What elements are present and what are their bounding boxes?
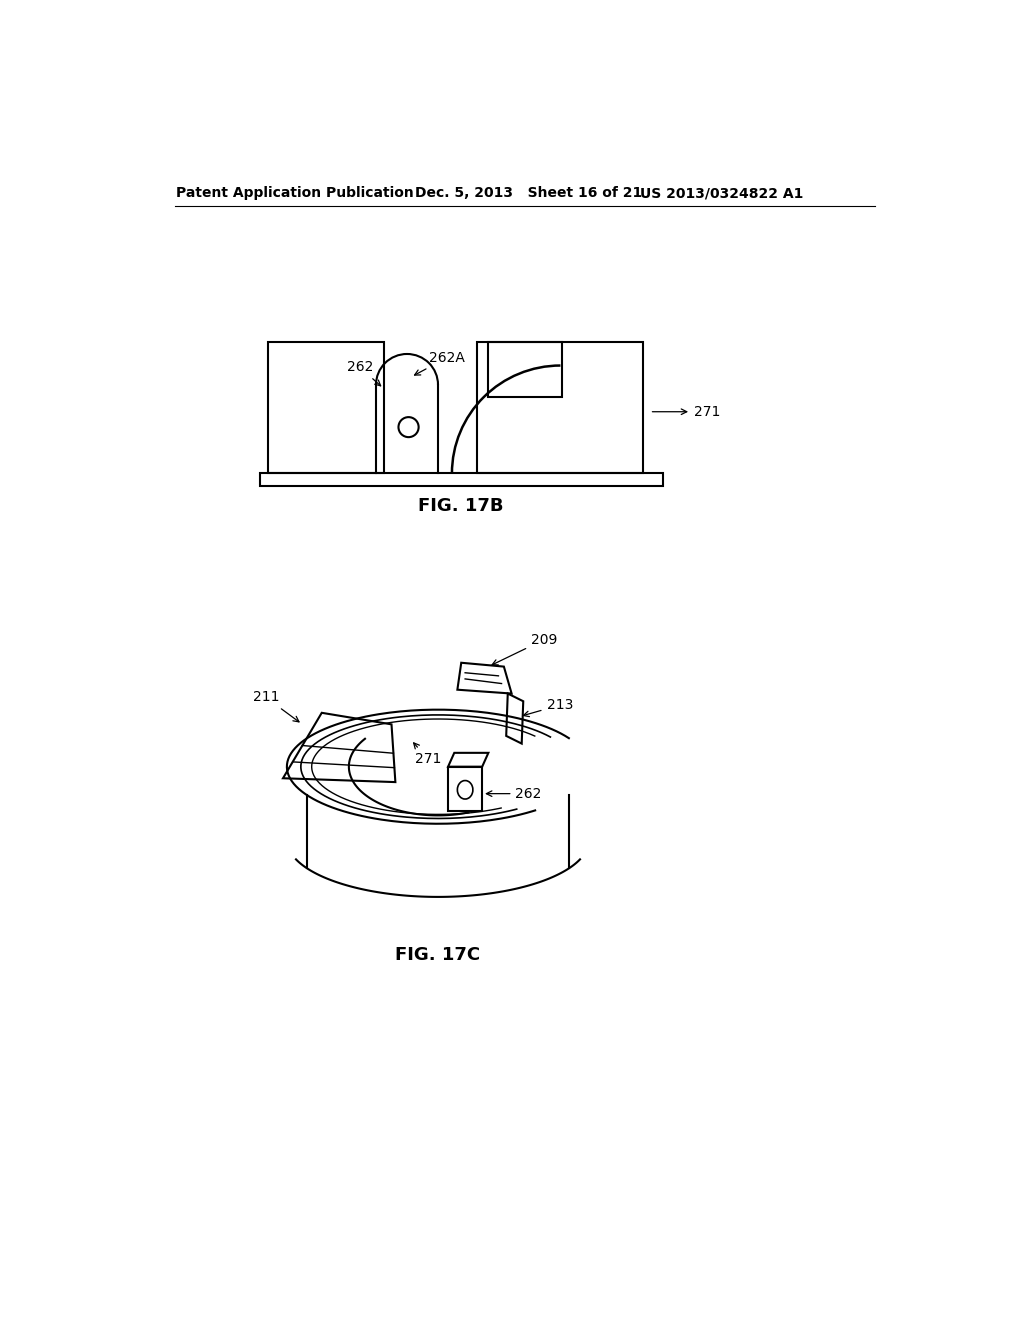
Text: FIG. 17C: FIG. 17C xyxy=(395,946,480,965)
Bar xyxy=(477,342,643,474)
Text: FIG. 17B: FIG. 17B xyxy=(419,498,504,515)
Text: 262: 262 xyxy=(486,787,542,801)
Text: 271: 271 xyxy=(652,405,720,418)
Text: 213: 213 xyxy=(523,698,572,717)
Text: Patent Application Publication: Patent Application Publication xyxy=(176,186,414,201)
Bar xyxy=(260,474,663,486)
Text: 211: 211 xyxy=(253,690,299,722)
Bar xyxy=(267,342,384,474)
Text: 209: 209 xyxy=(493,632,557,665)
Text: 271: 271 xyxy=(414,743,441,766)
Bar xyxy=(488,342,562,397)
Text: US 2013/0324822 A1: US 2013/0324822 A1 xyxy=(640,186,803,201)
Text: 262: 262 xyxy=(346,360,381,385)
Text: Dec. 5, 2013   Sheet 16 of 21: Dec. 5, 2013 Sheet 16 of 21 xyxy=(415,186,642,201)
Text: 262A: 262A xyxy=(415,351,465,375)
